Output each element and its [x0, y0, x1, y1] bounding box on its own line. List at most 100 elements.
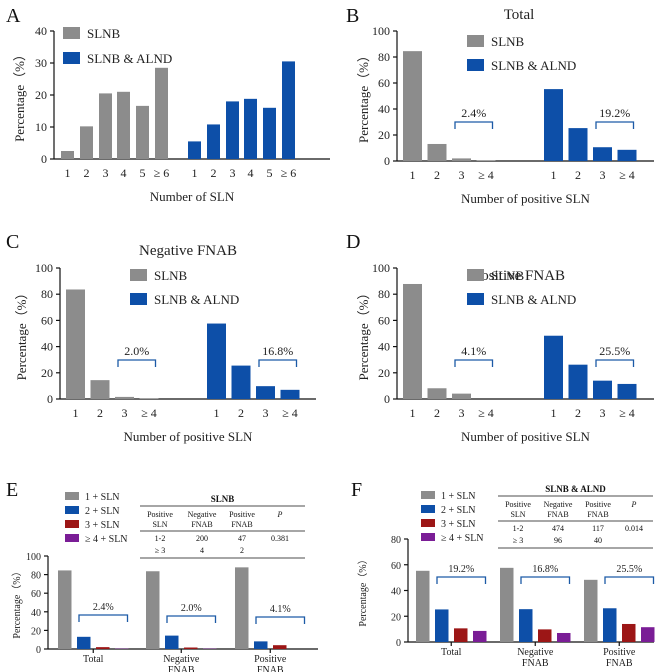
bar-slnb-alnd [226, 101, 239, 159]
y-tick-label: 80 [378, 50, 390, 64]
x-axis-label: Number of SLN [150, 189, 235, 204]
x-tick-label: 3 [103, 166, 109, 180]
panel-C: C Negative FNAB 0 20 40 60 80 100 Percentage（%） 1… [6, 231, 316, 444]
bar-series-1 [416, 570, 430, 642]
legend-label: 3 + SLN [441, 519, 476, 530]
bar-slnb-alnd [280, 389, 300, 399]
x-tick-label: 1 [551, 406, 557, 420]
bar-slnb-alnd [207, 124, 220, 159]
y-tick-label: 20 [378, 366, 390, 380]
bar-slnb [452, 158, 471, 161]
bar-slnb [61, 151, 74, 159]
bracket-label: 2.4% [461, 106, 486, 120]
table-header: P [277, 510, 283, 519]
bar-slnb [427, 388, 447, 399]
bracket [595, 121, 635, 129]
table-cell: 1-2 [155, 534, 166, 543]
bracket [166, 615, 217, 623]
y-tick-label: 60 [391, 561, 401, 572]
table-header: FNAB [231, 520, 252, 529]
bracket-label: 16.8% [262, 344, 293, 358]
x-tick-label: 3 [600, 406, 606, 420]
panel-label: B [346, 5, 359, 27]
bar-series-1 [500, 567, 514, 642]
x-tick-label: 5 [140, 166, 146, 180]
x-tick-label: 3 [600, 168, 606, 182]
chart-title: Negative FNAB [139, 243, 237, 259]
x-tick-label: Total [83, 654, 104, 665]
x-tick-label: 4 [121, 166, 127, 180]
y-tick-label: 0 [384, 392, 390, 406]
table-header: FNAB [587, 510, 608, 519]
x-tick-label: ≥ 4 [478, 168, 494, 182]
bar-slnb [136, 105, 149, 159]
legend-swatch [421, 519, 435, 527]
x-tick-label: 2 [211, 166, 217, 180]
y-tick-label: 30 [35, 56, 47, 70]
bracket [78, 614, 129, 622]
bar-slnb [115, 396, 134, 399]
bar-slnb [403, 51, 422, 161]
table-header: Negative [544, 500, 573, 509]
table-header: Positive [147, 510, 173, 519]
x-tick-label-line: FNAB [606, 658, 633, 669]
legend-label: ≥ 4 + SLN [441, 533, 484, 544]
x-tick-label: ≥ 4 [141, 406, 157, 420]
chart-title: Total [504, 7, 535, 23]
x-tick-label: 2 [434, 406, 440, 420]
bracket-label: 25.5% [599, 344, 630, 358]
bracket-label: 19.2% [448, 564, 474, 575]
bar-series-1 [235, 567, 249, 649]
x-tick-label: Positive FNAB [254, 654, 287, 672]
y-tick-label: 80 [41, 287, 53, 301]
table-cell: 0.381 [271, 534, 289, 543]
bar-series-1 [146, 571, 160, 649]
bracket-label: 4.1% [270, 604, 291, 615]
y-tick-label: 0 [384, 154, 390, 168]
legend-swatch-slnb [130, 269, 147, 281]
legend-swatch [65, 520, 79, 528]
x-tick-label: 1 [410, 168, 416, 182]
bar-series-2 [254, 641, 268, 649]
bar-slnb-alnd [617, 149, 637, 161]
x-tick-label: 1 [65, 166, 71, 180]
chart-title: Positive FNAB [473, 268, 565, 284]
table-cell: 4 [200, 546, 204, 555]
bar-series-3 [454, 628, 468, 642]
bar-series-3 [273, 645, 287, 649]
legend-label: SLNB [87, 26, 121, 41]
y-tick-label: 80 [31, 571, 41, 582]
table-header: Positive [585, 500, 611, 509]
x-tick-label: 2 [84, 166, 90, 180]
table-cell: 40 [594, 536, 602, 545]
bracket [117, 359, 157, 367]
y-tick-label: 20 [31, 626, 41, 637]
bracket-label: 2.0% [181, 603, 202, 614]
y-tick-label: 40 [41, 340, 53, 354]
bar-slnb-alnd [282, 61, 295, 159]
x-tick-label: 3 [230, 166, 236, 180]
x-tick-label-line: FNAB [522, 658, 549, 669]
bar-slnb-alnd [593, 147, 612, 161]
y-axis-label: Percentage（%） [356, 287, 371, 381]
legend-swatch [421, 491, 435, 499]
y-tick-label: 80 [391, 535, 401, 546]
legend-label: SLNB & ALND [154, 292, 239, 307]
y-tick-label: 0 [41, 152, 47, 166]
y-tick-label: 20 [41, 366, 53, 380]
x-axis-label: Number of positive SLN [461, 429, 591, 444]
table-header: SLN [152, 520, 167, 529]
y-tick-label: 100 [372, 261, 390, 275]
legend-swatch [421, 505, 435, 513]
panel-label: A [6, 5, 21, 27]
bracket-label: 2.4% [93, 602, 114, 613]
panel-label: F [351, 479, 362, 501]
table-cell: 2 [240, 546, 244, 555]
table-cell: 0.014 [625, 524, 643, 533]
legend-swatch-slnb-alnd [467, 293, 484, 305]
bar-series-2 [603, 608, 617, 642]
